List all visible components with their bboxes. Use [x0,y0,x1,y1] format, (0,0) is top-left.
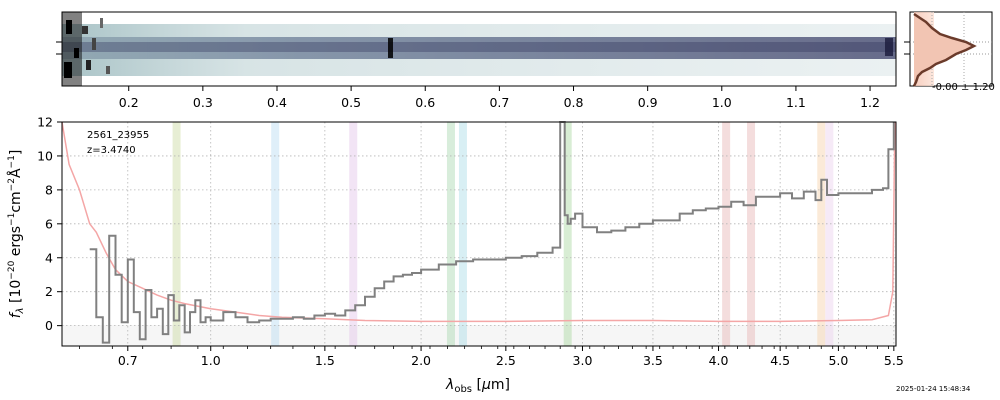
x-tick-label-5: 3.0 [573,353,593,368]
y-tick-label-1: 2 [45,284,53,299]
x-tick-label-2: 1.5 [315,353,335,368]
noisy-left-edge [62,12,110,86]
top-tick-label-6: 0.8 [564,95,584,110]
x-tick-label-8: 4.5 [770,353,790,368]
emission-band-8 [817,122,826,346]
emission-line-bands [172,122,834,346]
spectrum-1d-panel: 0.7 1.0 1.5 2.0 2.5 3.0 3.5 4.0 4.5 5.0 5.5 0 2 4 6 8 1… [7,115,971,396]
top-tick-label-2: 0.4 [267,95,287,110]
x-tick-label-3: 2.0 [411,353,431,368]
emission-band-2 [349,122,358,346]
y-axis-label: fλ [10−20 ergs−1cm−2Å−1] [7,150,26,319]
emission-band-5 [563,122,572,346]
y-tick-label-0: 0 [45,318,53,333]
timestamp: 2025-01-24 15:48:34 [896,385,971,393]
emission-band-1 [271,122,280,346]
top-tick-label-4: 0.6 [415,95,435,110]
object-id-label: 2561_23955 [87,130,149,141]
emission-band-7 [747,122,756,346]
top-tick-label-7: 0.9 [638,95,658,110]
x-axis-label: λobs [µm] [445,377,510,395]
x-tick-label-4: 2.5 [496,353,516,368]
y-axis: 0 2 4 6 8 10 12 [37,115,62,333]
profile-curve [912,12,977,87]
x-axis: 0.7 1.0 1.5 2.0 2.5 3.0 3.5 4.0 4.5 5.0 5.5 [79,346,904,368]
emission-band-6 [722,122,731,346]
top-tick-label-10: 1.2 [860,95,880,110]
emission-band-3 [446,122,455,346]
y-tick-label-6: 12 [37,115,53,130]
y-tick-label-5: 10 [37,148,53,163]
emission-band-9 [825,122,834,346]
top-tick-label-5: 0.7 [489,95,509,110]
top-tick-label-9: 1.1 [786,95,806,110]
x-tick-label-7: 4.0 [709,353,729,368]
emission-band-0 [172,122,181,346]
redshift-label: z=3.4740 [87,145,136,156]
x-tick-label-9: 5.0 [828,353,848,368]
y-tick-label-2: 4 [45,250,53,265]
x-tick-label-1: 1.0 [201,353,221,368]
top-tick-label-8: 1.0 [712,95,732,110]
top-tick-label-1: 0.3 [193,95,213,110]
x-tick-label-0: 0.7 [118,353,138,368]
side-profile-panel: -0.00 ± 1.20 [904,11,995,93]
top-tick-label-0: 0.2 [119,95,139,110]
top-tick-label-3: 0.5 [341,95,361,110]
top-wavelength-axis: 0.2 0.3 0.4 0.5 0.6 0.7 0.8 0.9 1.0 1.1 1.2 [119,86,880,110]
y-tick-label-3: 6 [45,216,53,231]
spectrum-2d-panel: 0.2 0.3 0.4 0.5 0.6 0.7 0.8 0.9 1.0 1.1 1.2 [56,11,897,110]
side-panel-label: -0.00 ± 1.20 [932,82,995,93]
error-spectrum-line [61,121,896,323]
flux-spectrum-line [89,121,895,344]
x-tick-label-10: 5.5 [884,353,904,368]
x-tick-label-6: 3.5 [643,353,663,368]
y-tick-label-4: 8 [45,182,53,197]
emission-band-4 [458,122,467,346]
